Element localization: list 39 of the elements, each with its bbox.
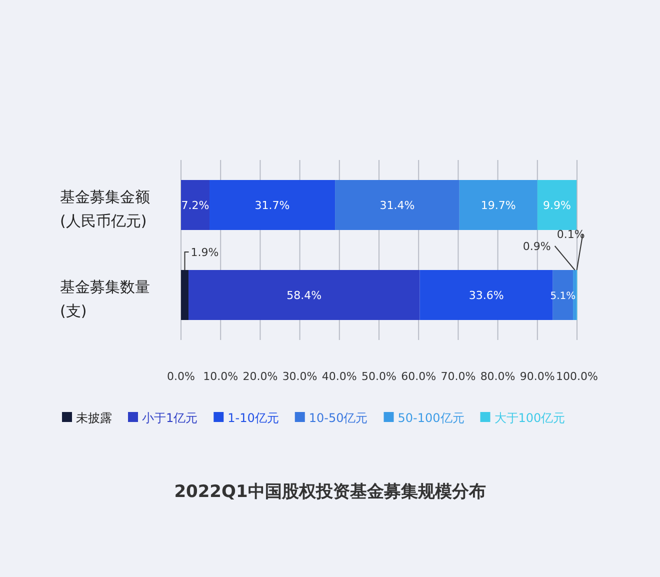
text: 2022Q1中国股权投资基金募集规模分布 bbox=[174, 482, 486, 502]
data-label: 9.9% bbox=[543, 199, 571, 212]
legend-label: 10-50亿元 bbox=[308, 411, 368, 425]
legend-label: 大于100亿元 bbox=[494, 411, 566, 425]
x-tick-label: 50.0% bbox=[362, 370, 396, 383]
x-tick-label: 100.0% bbox=[556, 370, 598, 383]
x-tick-label: 70.0% bbox=[440, 370, 476, 383]
data-label: 33.6% bbox=[468, 289, 504, 302]
x-tick-label: 80.0% bbox=[480, 370, 516, 383]
legend-label: 50-100亿元 bbox=[398, 411, 464, 425]
bar bbox=[210, 180, 336, 230]
bar bbox=[459, 180, 538, 230]
x-tick-label: 60.0% bbox=[401, 370, 436, 383]
data-label: 7.2% bbox=[181, 199, 210, 212]
bar bbox=[573, 270, 577, 320]
data-label: 1.9% bbox=[190, 246, 219, 259]
legend-label: 未披露 bbox=[76, 411, 112, 425]
data-label: 19.7% bbox=[480, 199, 516, 212]
x-tick-label: 0.0% bbox=[167, 370, 195, 383]
data-label: 5.1% bbox=[550, 291, 576, 302]
bar bbox=[181, 180, 210, 230]
legend-label: 小于1亿元 bbox=[142, 411, 198, 425]
x-tick-label: 90.0% bbox=[520, 370, 555, 383]
bar bbox=[537, 180, 577, 230]
data-label: 58.4% bbox=[286, 289, 322, 302]
bar bbox=[420, 270, 553, 320]
x-tick-label: 30.0% bbox=[282, 370, 318, 383]
data-label: 31.7% bbox=[254, 199, 290, 212]
x-tick-label: 20.0% bbox=[242, 370, 278, 383]
bar bbox=[552, 270, 574, 320]
y-tick-label: 基金募集数量 (支) bbox=[60, 278, 150, 320]
data-label: 0.9% bbox=[522, 240, 551, 253]
x-tick-label: 10.0% bbox=[203, 370, 238, 383]
bar bbox=[335, 180, 460, 230]
y-tick-label: 基金募集金额 (人民币亿元) bbox=[60, 188, 150, 230]
data-label: 31.4% bbox=[380, 199, 415, 212]
data-label: 0.1% bbox=[556, 228, 585, 241]
x-tick-label: 40.0% bbox=[322, 370, 357, 383]
legend-label: 1-10亿元 bbox=[228, 411, 279, 425]
